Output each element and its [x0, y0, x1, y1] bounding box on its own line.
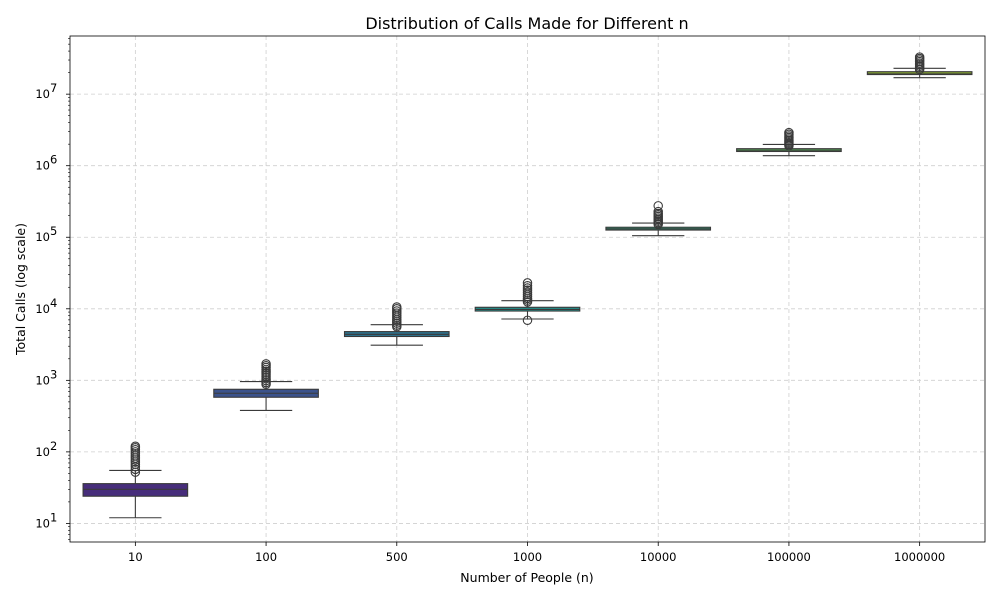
outlier-point — [522, 315, 533, 326]
outlier-point — [522, 283, 533, 293]
x-tick-label: 1000000 — [894, 550, 945, 564]
box-100 — [213, 359, 319, 411]
x-tick-label: 100 — [255, 550, 277, 564]
y-tick-label-exponent: 6 — [50, 153, 57, 167]
gridlines — [70, 36, 985, 542]
boxes — [82, 52, 973, 519]
x-tick-label: 1000 — [513, 550, 542, 564]
y-tick-label: 10 — [35, 445, 50, 459]
y-tick-label-exponent: 7 — [50, 81, 57, 95]
outlier-point — [392, 302, 402, 312]
y-tick-label: 10 — [35, 159, 50, 173]
box-body — [82, 483, 189, 497]
y-tick-label: 10 — [35, 373, 50, 387]
y-tick-label-exponent: 5 — [50, 224, 57, 238]
box-1000000 — [866, 52, 973, 79]
chart-title: Distribution of Calls Made for Different… — [365, 14, 688, 33]
x-axis: 10 100 500 1000 10000 100000 1000000 — [128, 542, 945, 564]
outlier-point — [522, 280, 533, 291]
y-tick-label-exponent: 2 — [50, 439, 57, 453]
outlier-point — [784, 127, 794, 138]
y-tick-label-exponent: 3 — [50, 367, 57, 381]
y-tick-label: 10 — [35, 302, 50, 316]
outlier-point — [261, 359, 271, 369]
x-tick-label: 10 — [128, 550, 143, 564]
outlier-point — [130, 464, 141, 475]
y-tick-label-exponent: 4 — [50, 296, 57, 310]
y-tick-label-exponent: 1 — [50, 510, 57, 524]
box-100000 — [736, 127, 842, 157]
x-tick-label: 10000 — [640, 550, 677, 564]
box-10000 — [605, 201, 712, 237]
outlier-point — [653, 206, 663, 217]
outlier-point — [653, 201, 663, 211]
x-tick-label: 100000 — [767, 550, 811, 564]
box-10 — [82, 441, 189, 519]
outlier-point — [392, 306, 402, 316]
outlier-point — [522, 278, 533, 288]
y-tick-label: 10 — [35, 230, 50, 244]
y-axis-label: Total Calls (log scale) — [13, 223, 28, 356]
x-tick-label: 500 — [386, 550, 408, 564]
x-axis-label: Number of People (n) — [460, 570, 593, 585]
y-tick-label: 10 — [35, 516, 50, 530]
outlier-point — [914, 52, 925, 62]
box-1000 — [474, 278, 581, 326]
box-500 — [343, 302, 450, 346]
outlier-point — [130, 441, 141, 451]
y-tick-label: 10 — [35, 87, 50, 101]
